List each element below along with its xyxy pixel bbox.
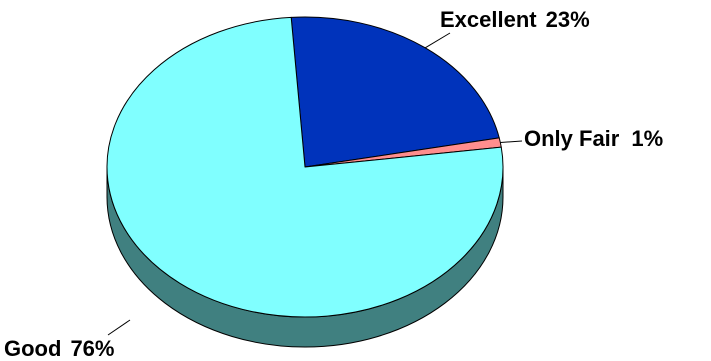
slice-good	[106, 16, 504, 318]
label-good: Good 76%	[4, 336, 114, 361]
pie-top-slices	[106, 16, 504, 318]
slice-excellent	[290, 16, 500, 168]
leader-only-fair	[500, 140, 523, 143]
label-leader-lines	[107, 32, 523, 336]
slice-labels: Excellent 23% Only Fair 1% Good 76%	[4, 7, 663, 361]
label-excellent: Excellent 23%	[440, 7, 590, 32]
label-only-fair: Only Fair 1%	[524, 126, 663, 151]
leader-excellent	[425, 32, 451, 49]
leader-good	[107, 319, 131, 336]
